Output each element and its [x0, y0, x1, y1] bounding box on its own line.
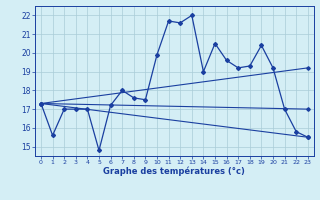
X-axis label: Graphe des températures (°c): Graphe des températures (°c) — [103, 167, 245, 176]
